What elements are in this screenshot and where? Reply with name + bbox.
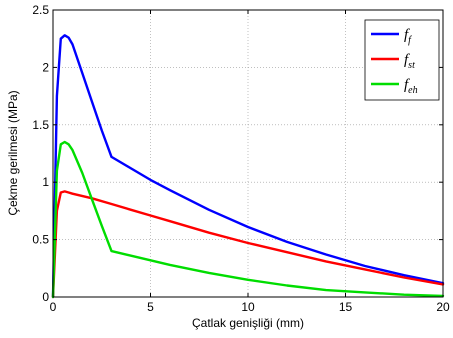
y-tick-label: 1 <box>42 175 49 189</box>
y-tick-label: 0.5 <box>32 233 49 247</box>
series-group <box>51 34 445 299</box>
legend-entry: ff <box>404 27 412 46</box>
y-tick-label: 2 <box>42 60 49 74</box>
series-line-f-st <box>51 190 445 299</box>
legend-entry-subscript: st <box>408 60 415 71</box>
y-axis-label: Çekme gerilmesi (MPa) <box>6 90 20 215</box>
x-tick-label: 10 <box>241 300 255 314</box>
legend-entry-main: f <box>404 77 410 93</box>
y-tick-label: 1.5 <box>32 118 49 132</box>
legend-entry-subscript: eh <box>408 85 417 96</box>
legend-entry-main: f <box>404 27 410 43</box>
x-tick-label: 0 <box>50 300 57 314</box>
series-line-f-eh <box>51 140 445 299</box>
x-tick-label: 20 <box>436 300 450 314</box>
legend-entry-main: f <box>404 52 410 68</box>
y-tick-label: 2.5 <box>32 3 49 17</box>
y-tick-label: 0 <box>42 290 49 304</box>
legend-entry: fst <box>404 52 415 71</box>
series-line-f-f <box>51 34 445 299</box>
y-tick-labels: 0 0.5 1 1.5 2 2.5 <box>32 3 49 304</box>
x-tick-label: 15 <box>339 300 353 314</box>
legend-entry: feh <box>404 77 418 96</box>
x-tick-labels: 0 5 10 15 20 <box>50 300 450 314</box>
legend-entry-subscript: f <box>408 35 412 46</box>
x-axis-label: Çatlak genişliği (mm) <box>192 316 304 330</box>
ticks <box>52 9 444 298</box>
x-tick-label: 5 <box>147 300 154 314</box>
